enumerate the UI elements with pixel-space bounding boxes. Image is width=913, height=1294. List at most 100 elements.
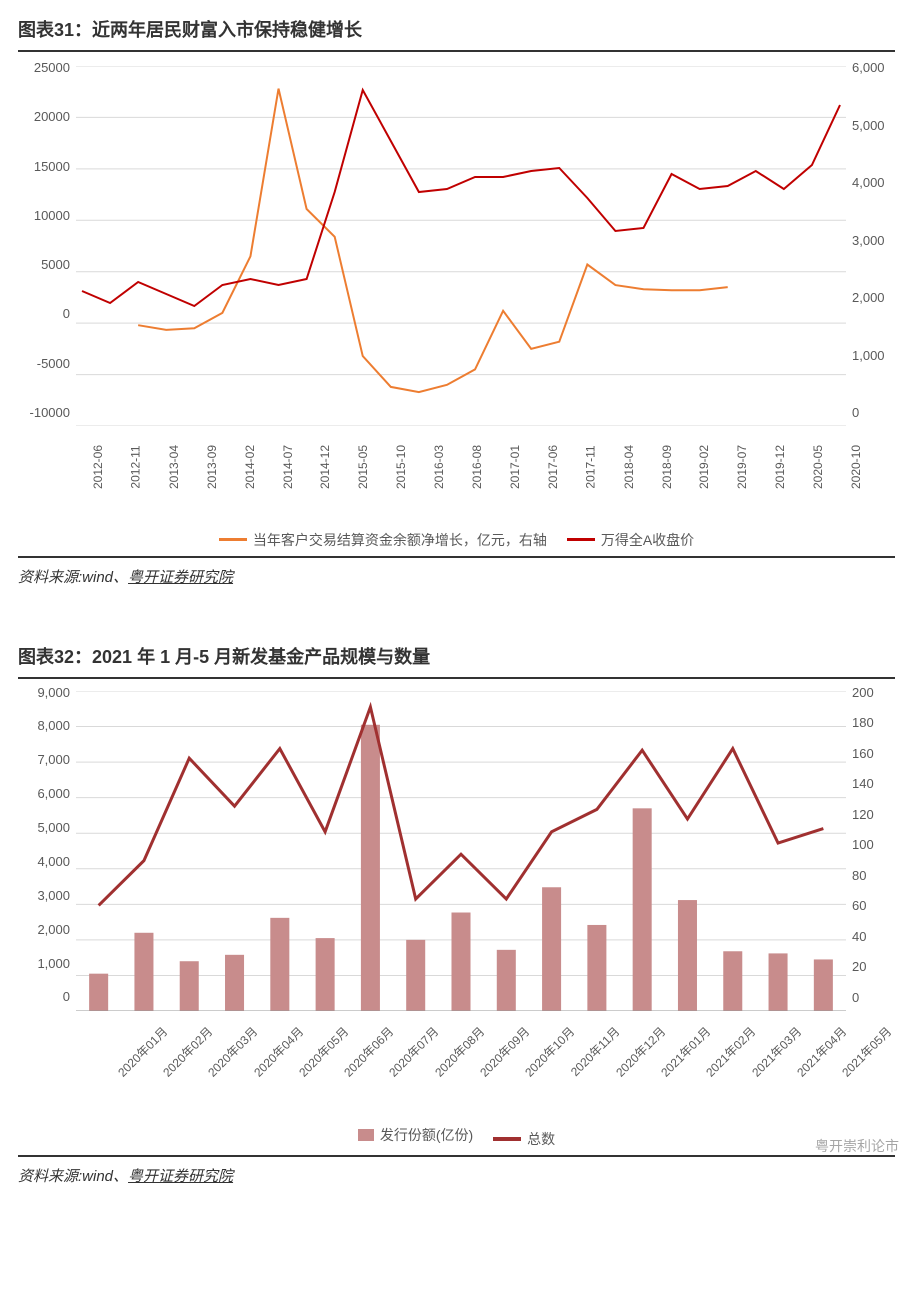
- bar: [406, 939, 425, 1010]
- x-tick: 2019-07: [735, 445, 749, 489]
- x-tick: 2016-03: [432, 445, 446, 489]
- y-right-tick: 160: [852, 746, 874, 761]
- y-left-tick: 1,000: [37, 956, 70, 971]
- chart-32-block: 图表32：2021 年 1 月-5 月新发基金产品规模与数量 9,000 8,00…: [0, 627, 913, 1200]
- source-underlined: 粤开证券研究院: [128, 569, 233, 586]
- x-tick: 2015-05: [356, 445, 370, 489]
- x-tick: 2013-04: [167, 445, 181, 489]
- chart-31-x-axis: 2012-062012-112013-042013-092014-022014-…: [76, 434, 846, 504]
- legend-item: 发行份额(亿份): [358, 1125, 473, 1145]
- x-tick: 2020-05: [811, 445, 825, 489]
- chart-32-plot: [76, 691, 846, 1011]
- y-right-tick: 80: [852, 868, 866, 883]
- y-right-tick: 100: [852, 837, 874, 852]
- legend-swatch-line: [219, 538, 247, 541]
- legend-item: 万得全A收盘价: [567, 530, 694, 550]
- chart-32-source: 资料来源:wind、粤开证券研究院: [18, 1155, 895, 1200]
- source-underlined: 粤开证券研究院: [128, 1168, 233, 1185]
- x-tick: 2012-11: [128, 445, 142, 488]
- x-tick: 2015-10: [394, 445, 408, 489]
- chart-31-y-axis-right: 6,0005,0004,0003,0002,0001,0000: [852, 60, 885, 420]
- y-right-tick: 200: [852, 685, 874, 700]
- x-tick: 2018-04: [622, 445, 636, 489]
- chart-32-y-axis-left: 9,000 8,000 7,000 6,000 5,000 4,000 3,000 2,000…: [18, 685, 70, 1005]
- chart-32-x-axis: 2020年01月2020年02月2020年03月2020年04月2020年05月…: [76, 1015, 846, 1095]
- y-left-tick: 6,000: [37, 786, 70, 801]
- bar: [678, 900, 697, 1011]
- x-tick: 2013-09: [205, 445, 219, 489]
- y-left-tick: 20000: [34, 109, 70, 124]
- legend-swatch-line: [493, 1137, 521, 1141]
- bar: [723, 951, 742, 1011]
- y-left-tick: 0: [63, 306, 70, 321]
- chart-32-y-axis-right: 200180160140120100806040200: [852, 685, 874, 1005]
- series-line: [138, 89, 728, 392]
- legend-item: 当年客户交易结算资金余额净增长，亿元，右轴: [219, 530, 547, 550]
- y-right-tick: 5,000: [852, 118, 885, 133]
- chart-32-title: 图表32：2021 年 1 月-5 月新发基金产品规模与数量: [18, 637, 895, 679]
- legend-swatch-line: [567, 538, 595, 541]
- y-left-tick: -5000: [37, 356, 70, 371]
- x-tick: 2016-08: [470, 445, 484, 489]
- y-left-tick: -10000: [30, 405, 70, 420]
- chart-32-legend: 发行份额(亿份)总数: [18, 1115, 895, 1155]
- y-left-tick: 10000: [34, 208, 70, 223]
- series-line: [99, 707, 824, 905]
- bar: [361, 724, 380, 1010]
- source-prefix: 资料来源:wind、: [18, 569, 128, 586]
- bar: [270, 917, 289, 1010]
- y-right-tick: 120: [852, 807, 874, 822]
- bar: [451, 912, 470, 1010]
- x-tick: 2019-02: [697, 445, 711, 489]
- chart-32-plot-wrap: 9,000 8,000 7,000 6,000 5,000 4,000 3,000 2,000…: [18, 685, 895, 1115]
- y-left-tick: 7,000: [37, 752, 70, 767]
- x-tick: 2018-09: [660, 445, 674, 489]
- x-tick: 2014-12: [318, 445, 332, 489]
- y-right-tick: 40: [852, 929, 866, 944]
- chart-31-plot: [76, 66, 846, 426]
- bar: [316, 938, 335, 1011]
- y-right-tick: 2,000: [852, 290, 885, 305]
- x-tick: 2012-06: [91, 445, 105, 489]
- y-right-tick: 0: [852, 405, 859, 420]
- chart-31-title: 图表31：近两年居民财富入市保持稳健增长: [18, 10, 895, 52]
- x-tick: 2020-10: [849, 445, 863, 489]
- bar: [89, 973, 108, 1010]
- series-line: [82, 90, 840, 306]
- legend-swatch-bar: [358, 1129, 374, 1141]
- y-left-tick: 5,000: [37, 820, 70, 835]
- chart-31-source: 资料来源:wind、粤开证券研究院: [18, 556, 895, 601]
- bar: [134, 932, 153, 1010]
- y-left-tick: 2,000: [37, 922, 70, 937]
- y-right-tick: 140: [852, 776, 874, 791]
- bar: [542, 887, 561, 1011]
- y-right-tick: 0: [852, 990, 859, 1005]
- chart-31-plot-wrap: 2500020000150001000050000-5000-10000 6,0…: [18, 58, 895, 518]
- y-right-tick: 4,000: [852, 175, 885, 190]
- y-right-tick: 180: [852, 715, 874, 730]
- y-right-tick: 1,000: [852, 348, 885, 363]
- y-left-tick: 15000: [34, 159, 70, 174]
- y-left-tick: 8,000: [37, 718, 70, 733]
- y-left-tick: 9,000: [37, 685, 70, 700]
- x-tick: 2017-11: [583, 445, 597, 488]
- bar: [587, 924, 606, 1010]
- bar: [769, 953, 788, 1011]
- x-tick: 2017-01: [508, 445, 522, 489]
- y-right-tick: 20: [852, 959, 866, 974]
- bar: [225, 954, 244, 1010]
- bar: [633, 808, 652, 1011]
- y-left-tick: 3,000: [37, 888, 70, 903]
- y-left-tick: 5000: [41, 257, 70, 272]
- y-right-tick: 60: [852, 898, 866, 913]
- y-left-tick: 25000: [34, 60, 70, 75]
- x-tick: 2019-12: [773, 445, 787, 489]
- y-left-tick: 4,000: [37, 854, 70, 869]
- bar: [497, 949, 516, 1010]
- x-tick: 2014-07: [281, 445, 295, 489]
- chart-31-block: 图表31：近两年居民财富入市保持稳健增长 25000 20000 15000 1000…: [0, 0, 913, 601]
- y-right-tick: 3,000: [852, 233, 885, 248]
- x-tick: 2017-06: [546, 445, 560, 489]
- bar: [814, 959, 833, 1011]
- chart-31-y-axis-left: 25000 20000 15000 10000 5000 0 -5000 -10000: [18, 60, 70, 420]
